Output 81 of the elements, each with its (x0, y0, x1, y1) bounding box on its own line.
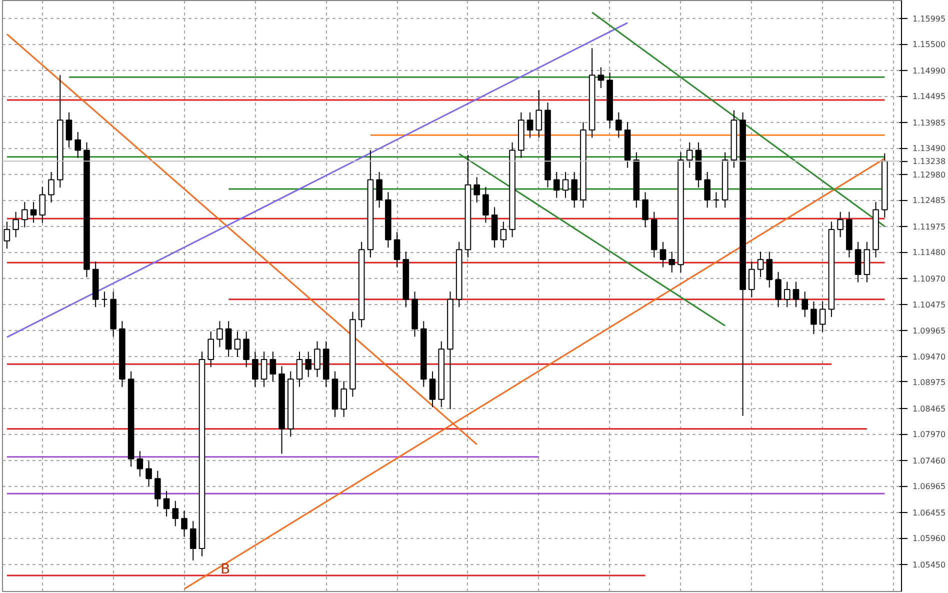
candlestick (598, 66, 604, 89)
candlestick (686, 142, 693, 168)
candlestick (837, 211, 844, 238)
candlestick (66, 112, 72, 148)
candlestick (482, 186, 489, 224)
candlestick (376, 171, 382, 208)
candlestick (190, 520, 196, 561)
candlestick (252, 351, 258, 388)
y-tick-label: 1.10970 (912, 274, 946, 284)
candlestick (784, 281, 790, 308)
candlestick (713, 192, 720, 208)
y-tick-label: 1.13490 (912, 144, 946, 154)
candlestick (234, 330, 241, 358)
candlestick (74, 132, 82, 158)
candlestick (172, 500, 179, 527)
candlestick (819, 300, 826, 332)
candlestick (757, 251, 764, 278)
candlestick (314, 340, 320, 378)
candlestick (810, 300, 817, 335)
candlestick (101, 291, 108, 308)
y-tick-label: 1.14990 (912, 66, 946, 76)
candlestick (766, 251, 773, 288)
y-tick-label: 1.06455 (912, 508, 946, 518)
y-tick-label: 1.07970 (912, 430, 946, 440)
candlestick (571, 171, 578, 208)
candlestick (270, 351, 276, 382)
candlestick (748, 261, 755, 298)
candlestick (775, 271, 782, 308)
candlestick (642, 192, 648, 228)
candlestick (225, 320, 232, 358)
y-tick-label: 1.10475 (912, 300, 946, 310)
y-tick-label: 1.06965 (912, 482, 946, 492)
candlestick (136, 450, 144, 478)
y-tick-label: 1.09965 (912, 326, 946, 336)
candlestick (553, 171, 560, 198)
y-tick-label: 1.15995 (912, 14, 946, 24)
y-tick-label: 1.15500 (912, 40, 946, 50)
y-tick-label: 1.12980 (912, 170, 946, 180)
candlestick (474, 176, 480, 204)
candlestick (305, 351, 312, 378)
candlestick (296, 351, 303, 388)
candlestick (154, 470, 161, 508)
candlestick (562, 171, 569, 198)
candlestick (340, 380, 347, 418)
candlestick (243, 330, 250, 368)
candlestick (616, 112, 622, 138)
y-tick-label: 1.05960 (912, 534, 946, 544)
annotation: B (220, 562, 230, 578)
y-tick-label: 1.09470 (912, 352, 946, 362)
candlestick (216, 320, 223, 348)
candlestick (146, 460, 152, 487)
candlestick (429, 370, 436, 408)
candlestick (48, 171, 54, 204)
y-tick-label: 1.08465 (912, 404, 946, 414)
y-tick-label: 1.05450 (912, 560, 946, 570)
candlestick (536, 90, 542, 138)
candlestick (668, 251, 676, 273)
y-tick-label: 1.07460 (912, 456, 946, 466)
y-tick-label: 1.12485 (912, 196, 946, 206)
candlestick (394, 232, 400, 268)
y-tick-label: 1.14495 (912, 92, 946, 102)
candlestick (30, 201, 37, 224)
candlestick (704, 171, 710, 208)
y-tick-label: 1.13985 (912, 118, 946, 128)
candlestick (802, 291, 808, 318)
candlestick (660, 241, 666, 268)
candlestick (260, 351, 268, 388)
candlestick (208, 330, 214, 368)
candlestick (500, 221, 507, 248)
y-tick-label: 1.11975 (912, 222, 946, 232)
y-tick-label: 1.11480 (912, 248, 946, 258)
candlestick (526, 112, 534, 138)
candlestick (181, 510, 188, 538)
candlestick (4, 221, 10, 250)
y-tick-label: 1.08975 (912, 378, 946, 387)
candlestick (39, 186, 46, 224)
ref-line-label: 1.13238 (912, 157, 946, 166)
candlestick (12, 211, 19, 238)
candlestick (22, 201, 28, 228)
candlestick (792, 281, 800, 308)
candlestick (163, 490, 170, 517)
